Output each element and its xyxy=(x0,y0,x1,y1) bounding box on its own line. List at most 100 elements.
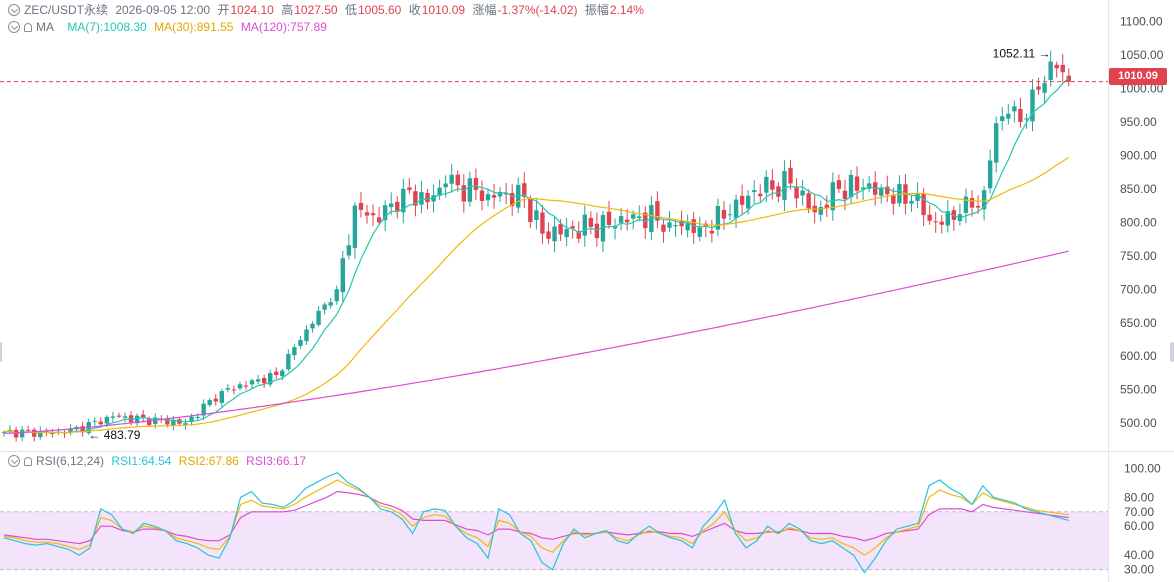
price-tick-label: 750.00 xyxy=(1120,249,1157,263)
candle-body xyxy=(764,176,769,193)
change-label: 涨幅 xyxy=(472,3,497,17)
candle-body xyxy=(679,221,684,227)
candle-body xyxy=(842,190,848,199)
candle-body xyxy=(564,229,569,238)
candle-body xyxy=(685,223,690,231)
candle-body xyxy=(389,203,394,208)
candle-body xyxy=(1036,86,1041,90)
candle-body xyxy=(328,302,333,306)
candle-body xyxy=(207,400,212,406)
rsi2-value: RSI2:67.86 xyxy=(178,454,239,468)
candle-body xyxy=(491,195,497,198)
candle-body xyxy=(576,231,581,239)
candle-body xyxy=(715,206,721,230)
collapse-chevron-icon[interactable] xyxy=(8,21,20,33)
low-value: 1005.60 xyxy=(357,3,402,17)
amplitude-label: 振幅 xyxy=(584,3,609,17)
candle-body xyxy=(298,339,303,346)
collapse-chevron-icon[interactable] xyxy=(8,4,20,16)
candle-body xyxy=(860,187,866,190)
candle-body xyxy=(879,187,884,196)
candle-body xyxy=(80,426,85,433)
candle-body xyxy=(733,199,739,219)
rsi-tick-label: 30.00 xyxy=(1124,563,1154,577)
price-tick-label: 900.00 xyxy=(1120,148,1157,162)
candle-body xyxy=(939,221,944,225)
candle-body xyxy=(401,188,406,213)
candle-body xyxy=(1030,89,1035,122)
candle-body xyxy=(395,201,400,211)
candle-body xyxy=(528,198,533,223)
ohlc-header: ZEC/USDT永续 2026-09-05 12:00 开1024.10 高10… xyxy=(8,2,648,18)
high-value: 1027.50 xyxy=(294,3,338,17)
candle-body xyxy=(782,170,787,200)
candle-body xyxy=(1000,116,1005,121)
bell-icon[interactable] xyxy=(24,23,32,32)
candle-body xyxy=(68,428,73,433)
candle-body xyxy=(213,398,218,402)
max-price-annotation: 1052.11 → xyxy=(993,46,1051,60)
price-tick-label: 1050.00 xyxy=(1120,48,1164,62)
candle-body xyxy=(104,416,110,424)
ma30-value: MA(30):891.55 xyxy=(154,20,234,34)
candle-body xyxy=(1048,61,1053,80)
ma30-line xyxy=(3,156,1070,434)
symbol-label: ZEC/USDT永续 xyxy=(24,3,109,17)
candle-body xyxy=(38,430,43,438)
candle-body xyxy=(945,211,950,226)
datetime-label: 2026-09-05 12:00 xyxy=(115,3,211,17)
candle-body xyxy=(231,389,237,391)
candle-body xyxy=(776,186,781,197)
candle-body xyxy=(473,177,479,190)
price-tick-label: 950.00 xyxy=(1120,115,1157,129)
candle-body xyxy=(975,205,981,208)
left-resize-handle[interactable] xyxy=(0,342,2,362)
candle-body xyxy=(963,196,969,213)
ma120-value: MA(120):757.89 xyxy=(240,20,327,34)
change-value: -1.37%(-14.02) xyxy=(497,3,578,17)
rsi3-value: RSI3:66.17 xyxy=(246,454,307,468)
candle-body xyxy=(885,186,890,195)
price-tick-label: 1100.00 xyxy=(1120,14,1163,28)
right-resize-handle[interactable] xyxy=(1170,342,1174,362)
candle-body xyxy=(727,214,733,216)
candle-body xyxy=(588,217,594,227)
candle-body xyxy=(261,377,267,384)
candle-body xyxy=(268,373,273,385)
candle-body xyxy=(854,176,860,191)
collapse-chevron-icon[interactable] xyxy=(8,455,20,467)
candle-body xyxy=(503,193,509,195)
close-label: 收 xyxy=(408,3,421,17)
candle-body xyxy=(897,183,902,204)
candle-body xyxy=(382,205,388,221)
candle-body xyxy=(770,180,775,190)
candle-body xyxy=(26,429,31,431)
candle-body xyxy=(376,217,382,223)
price-tick-label: 500.00 xyxy=(1120,416,1157,430)
candle-body xyxy=(116,415,122,417)
candle-body xyxy=(794,186,799,199)
candle-body xyxy=(449,174,454,184)
candle-body xyxy=(624,219,630,223)
candle-body xyxy=(316,310,321,325)
close-value: 1010.09 xyxy=(421,3,466,17)
candle-body xyxy=(286,353,291,370)
candle-body xyxy=(479,190,485,202)
candle-body xyxy=(32,429,37,437)
bell-icon[interactable] xyxy=(24,457,32,466)
candle-body xyxy=(739,195,745,205)
candle-body xyxy=(987,160,993,189)
open-value: 1024.10 xyxy=(230,3,274,17)
price-tick-label: 650.00 xyxy=(1120,316,1157,330)
candle-body xyxy=(1054,64,1059,69)
candle-body xyxy=(455,174,460,186)
candle-body xyxy=(122,416,128,418)
candle-body xyxy=(219,391,224,403)
candle-body xyxy=(147,418,152,426)
rsi-tick-label: 100.00 xyxy=(1124,461,1161,475)
candle-body xyxy=(497,192,503,197)
candle-body xyxy=(570,226,575,229)
rsi-label: RSI(6,12,24) xyxy=(36,454,105,468)
candle-body xyxy=(618,216,624,223)
